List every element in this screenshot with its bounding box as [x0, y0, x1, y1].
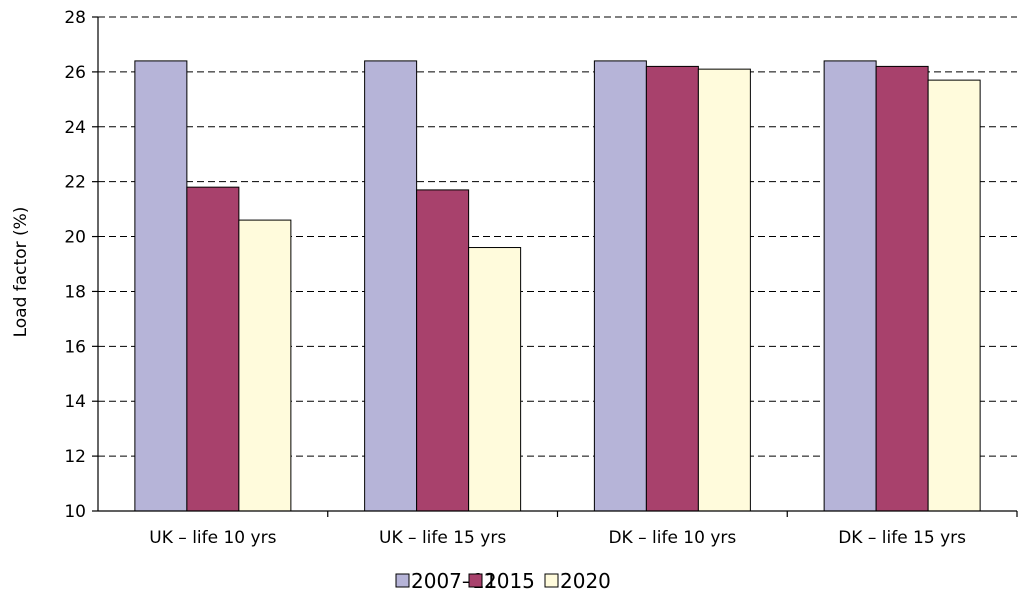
y-tick-label: 18 — [64, 282, 86, 302]
category-label: UK – life 15 yrs — [379, 528, 506, 548]
bar-2015-1 — [416, 189, 470, 512]
bar-2007–11-0 — [134, 60, 188, 512]
y-tick-label: 20 — [64, 228, 86, 248]
y-tick-label: 22 — [64, 173, 86, 193]
y-tick-label: 14 — [64, 392, 86, 412]
category-labels: UK – life 10 yrs UK – life 15 yrs DK – lif… — [149, 528, 966, 548]
bar-2015-0 — [186, 186, 240, 512]
y-tick-label: 10 — [64, 502, 86, 522]
axes-layer — [92, 16, 1018, 517]
legend-label: 2020 — [560, 569, 611, 593]
legend-swatch-2015 — [468, 573, 483, 588]
legend-swatch-2020 — [544, 573, 559, 588]
bars-layer — [134, 60, 981, 512]
y-tick-labels: 10 12 14 16 18 20 22 24 26 28 — [64, 8, 86, 522]
bar-2015-2 — [645, 65, 699, 512]
bar-2007–11-1 — [364, 60, 418, 512]
category-label: UK – life 10 yrs — [149, 528, 276, 548]
bar-2020-0 — [238, 219, 292, 512]
y-tick-label: 16 — [64, 337, 86, 357]
bar-2020-3 — [927, 79, 981, 512]
y-axis-label: Load factor (%) — [11, 207, 31, 338]
bar-2007–11-2 — [593, 60, 647, 512]
bar-2020-1 — [468, 247, 522, 512]
bar-2020-2 — [697, 68, 751, 512]
category-label: DK – life 15 yrs — [838, 528, 966, 548]
y-tick-label: 28 — [64, 8, 86, 28]
y-tick-label: 12 — [64, 447, 86, 467]
y-tick-label: 24 — [64, 118, 86, 138]
y-tick-label: 26 — [64, 63, 86, 83]
legend-label: 2007–11 — [411, 569, 497, 593]
category-label: DK – life 10 yrs — [608, 528, 736, 548]
legend-label: 2015 — [484, 569, 535, 593]
bar-2007–11-3 — [823, 60, 877, 512]
legend-swatch-2007–11 — [395, 573, 410, 588]
bar-2015-3 — [875, 65, 929, 512]
